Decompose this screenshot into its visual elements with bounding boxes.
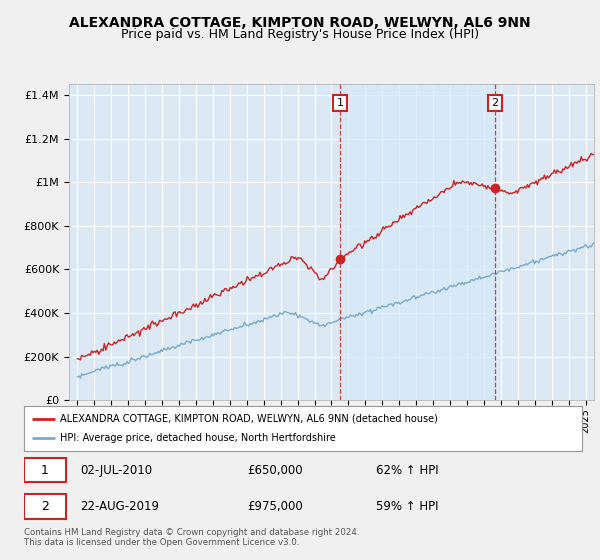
Text: Contains HM Land Registry data © Crown copyright and database right 2024.
This d: Contains HM Land Registry data © Crown c… <box>24 528 359 547</box>
Text: ALEXANDRA COTTAGE, KIMPTON ROAD, WELWYN, AL6 9NN (detached house): ALEXANDRA COTTAGE, KIMPTON ROAD, WELWYN,… <box>60 413 438 423</box>
Text: £650,000: £650,000 <box>247 464 303 477</box>
Text: HPI: Average price, detached house, North Hertfordshire: HPI: Average price, detached house, Nort… <box>60 433 336 444</box>
Text: 1: 1 <box>41 464 49 477</box>
Text: Price paid vs. HM Land Registry's House Price Index (HPI): Price paid vs. HM Land Registry's House … <box>121 28 479 41</box>
FancyBboxPatch shape <box>24 458 66 482</box>
Text: 2: 2 <box>491 98 499 108</box>
Text: 59% ↑ HPI: 59% ↑ HPI <box>376 500 438 513</box>
Text: ALEXANDRA COTTAGE, KIMPTON ROAD, WELWYN, AL6 9NN: ALEXANDRA COTTAGE, KIMPTON ROAD, WELWYN,… <box>69 16 531 30</box>
Text: 62% ↑ HPI: 62% ↑ HPI <box>376 464 438 477</box>
Bar <box>340 84 495 400</box>
FancyBboxPatch shape <box>24 494 66 519</box>
Text: £975,000: £975,000 <box>247 500 303 513</box>
Text: 2: 2 <box>41 500 49 513</box>
Text: 22-AUG-2019: 22-AUG-2019 <box>80 500 159 513</box>
Text: 1: 1 <box>337 98 343 108</box>
Text: 02-JUL-2010: 02-JUL-2010 <box>80 464 152 477</box>
